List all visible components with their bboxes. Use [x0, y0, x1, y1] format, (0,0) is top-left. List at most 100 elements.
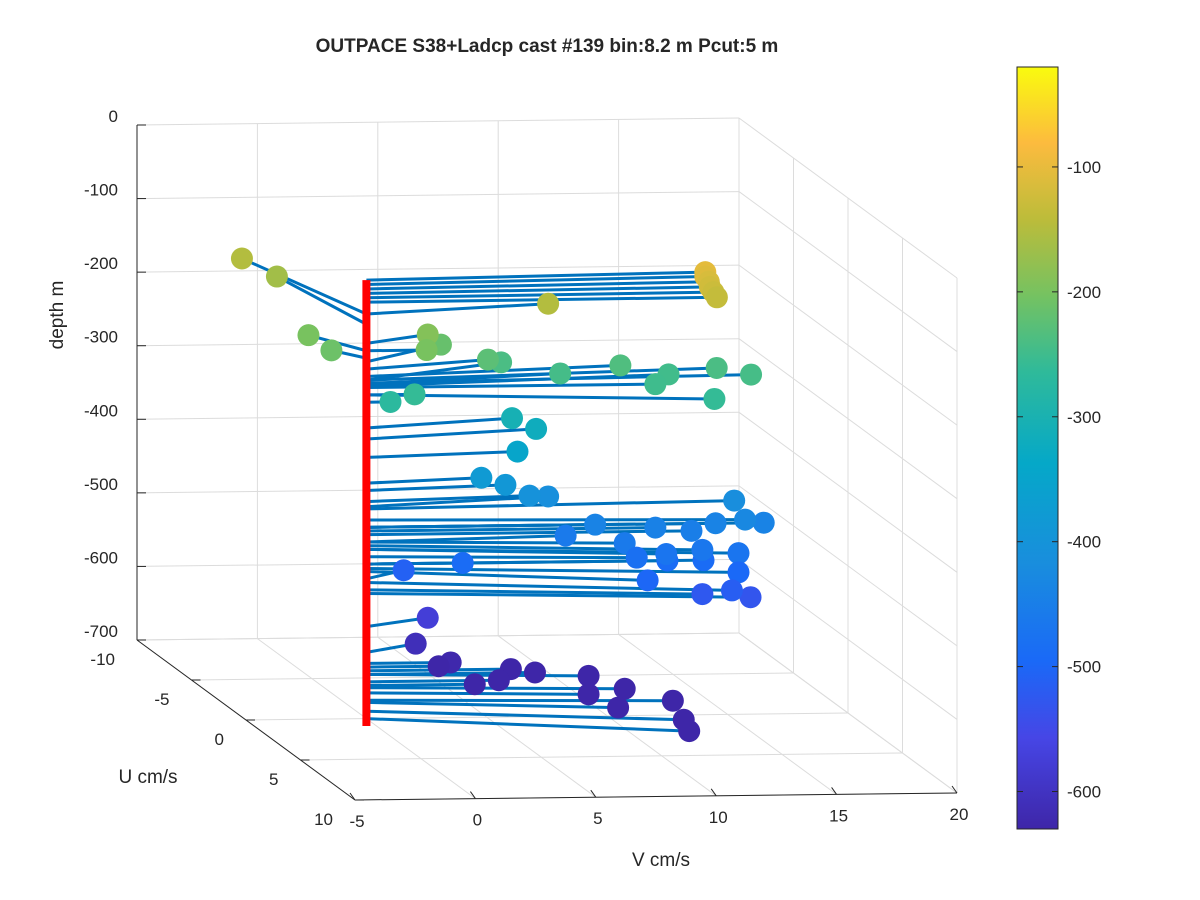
depth-points [230, 247, 775, 743]
data-point [752, 511, 775, 534]
data-point [494, 473, 517, 496]
data-point [577, 664, 600, 687]
velocity-stem [366, 285, 710, 295]
data-point [427, 655, 450, 678]
data-point [554, 524, 577, 547]
velocity-stem [366, 555, 637, 560]
data-point [691, 583, 714, 606]
data-point [415, 339, 438, 362]
data-point [518, 484, 541, 507]
data-point [379, 390, 402, 413]
u-tick-label: 0 [215, 730, 224, 749]
data-point [537, 485, 560, 508]
velocity-stem [366, 561, 463, 566]
v-tick-label: 20 [950, 805, 969, 824]
depth-tick-label: -500 [84, 475, 118, 494]
velocity-stem [366, 416, 513, 430]
velocity-stem [366, 529, 692, 537]
data-point [487, 669, 510, 692]
data-point [607, 696, 630, 719]
data-point [537, 292, 560, 315]
velocity-stem [366, 540, 625, 545]
v-tick-label: -5 [349, 812, 364, 831]
v-tick-label: 10 [709, 808, 728, 827]
data-point [625, 546, 648, 569]
data-point [403, 383, 426, 406]
data-point [727, 542, 750, 565]
grid-line [136, 411, 740, 420]
data-point [320, 339, 343, 362]
depth-tick-label: -200 [84, 254, 118, 273]
velocity-stem [366, 588, 703, 596]
velocity-stem [366, 717, 690, 733]
velocity-stem [366, 567, 739, 574]
velocity-stem [366, 494, 549, 509]
grid-line [136, 632, 740, 641]
depth-tick-label: -300 [84, 328, 118, 347]
u-tick-label: 5 [269, 770, 278, 789]
grid-line [136, 485, 740, 494]
axis-lines [136, 124, 958, 801]
depth-tick-label: -600 [84, 548, 118, 567]
data-point [734, 508, 757, 531]
v-tick-mark [951, 785, 958, 794]
colorbar-ticks: -100 -200 -300 -400 -500 -600 [1017, 158, 1101, 802]
data-point [613, 677, 636, 700]
data-point [613, 532, 636, 555]
v-tick-mark [710, 788, 717, 797]
data-point [644, 373, 667, 396]
grid-line [738, 559, 958, 720]
data-point [451, 551, 474, 574]
grid-line [136, 264, 740, 273]
v-tick-label: 0 [473, 811, 482, 830]
depth-tick-label: -400 [84, 401, 118, 420]
velocity-stem [366, 534, 566, 544]
data-point [476, 348, 499, 371]
data-point [704, 512, 727, 535]
velocity-stem [366, 580, 732, 592]
data-point [727, 561, 750, 584]
grid-line [738, 264, 958, 426]
data-point [739, 586, 762, 609]
velocity-stem [366, 427, 537, 441]
z-axis-label: depth m [47, 281, 68, 350]
data-point [265, 265, 288, 288]
depth-tick-label: -700 [84, 622, 118, 641]
velocity-stem [366, 592, 751, 599]
data-point [463, 673, 486, 696]
data-point [523, 661, 546, 684]
velocity-stem [366, 366, 717, 382]
velocity-stem [366, 363, 621, 378]
colorbar-tick-label: -500 [1067, 658, 1101, 677]
colorbar-tick-label: -200 [1067, 283, 1101, 302]
data-point [644, 516, 667, 539]
data-point [680, 519, 703, 542]
velocity-stem [276, 275, 368, 326]
data-point [297, 324, 320, 347]
velocity-stem [366, 664, 439, 669]
velocity-stem [366, 358, 489, 371]
data-point [740, 363, 763, 386]
grid-line [136, 117, 740, 126]
velocity-stem [241, 257, 368, 316]
data-point [609, 354, 632, 377]
grid-line [738, 411, 958, 573]
colorbar: -100 -200 -300 -400 -500 -600 [1016, 66, 1101, 830]
grid-line [738, 485, 958, 647]
v-tick-mark [349, 792, 356, 801]
velocity-stem [366, 526, 656, 533]
velocity-stem [366, 290, 714, 300]
velocity-stem [366, 275, 706, 287]
v-tick-label: 5 [593, 809, 602, 828]
data-point [525, 417, 548, 440]
data-point [723, 489, 746, 512]
data-point [678, 720, 701, 743]
colorbar-gradient [1016, 66, 1059, 830]
data-point [416, 606, 439, 629]
v-tick-mark [590, 789, 597, 798]
v-tick-label: 15 [829, 806, 848, 825]
x-axis-label: V cm/s [632, 850, 690, 871]
velocity-stem [366, 544, 703, 552]
grid-line [738, 191, 958, 352]
